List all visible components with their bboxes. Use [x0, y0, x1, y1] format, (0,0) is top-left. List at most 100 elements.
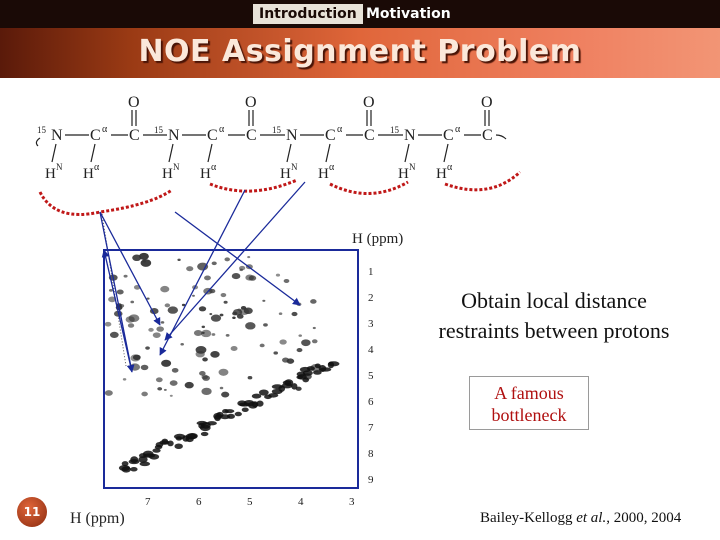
amide-hydrogen: H: [398, 166, 409, 182]
carbonyl-carbon: C: [246, 127, 257, 144]
spectrum-peak: [177, 258, 181, 262]
spectrum-peak: [219, 386, 224, 390]
oxygen-atom: O: [481, 94, 493, 111]
amide-hydrogen-sup: N: [291, 162, 298, 172]
spectrum-peak: [283, 278, 290, 284]
spectrum-peak: [200, 329, 212, 338]
spectrum-peak: [295, 386, 302, 391]
spectrum-peak: [278, 312, 283, 315]
spectrum-peak: [231, 273, 241, 280]
slide-title: NOE Assignment Problem: [138, 34, 582, 69]
spectrum-peak: [298, 334, 302, 337]
right-tick-label: 4: [368, 344, 374, 356]
spectrum-peak: [104, 390, 113, 396]
spectrum-peak: [219, 313, 224, 317]
nav-tab-motivation[interactable]: Motivation: [366, 6, 451, 22]
right-axis-ticks: 1 2 3 4 5 6 7 8 9: [368, 266, 374, 486]
spectrum-peak: [223, 300, 228, 304]
diagonal-peak: [130, 456, 139, 464]
nav-bar: Introduction Motivation: [0, 0, 720, 28]
spectrum-peak: [224, 257, 230, 262]
nav-tab-introduction[interactable]: Introduction: [253, 4, 363, 24]
citation-author: Bailey-Kellogg: [480, 510, 577, 526]
spectrum-peak: [108, 288, 113, 292]
spectrum-peak: [132, 354, 141, 361]
diagonal-peak: [174, 443, 183, 450]
spectrum-peak: [263, 323, 268, 327]
alpha-hydrogen-sup: α: [329, 162, 335, 173]
diagonal-peak: [297, 374, 307, 380]
spectrum-peak: [211, 261, 217, 266]
spectrum-peak: [180, 342, 184, 346]
callout-line-1: Obtain local distance: [461, 288, 647, 313]
spectrum-peak: [157, 387, 163, 391]
bottom-tick-label: 6: [196, 496, 202, 508]
diagonal-peak: [161, 438, 169, 445]
n15-label: 15: [37, 125, 47, 135]
diagonal-peak: [152, 448, 161, 453]
spectrum-peak: [247, 376, 253, 380]
diagonal-peak: [200, 431, 209, 437]
oxygen-atom: O: [128, 94, 140, 111]
title-bar: [0, 28, 720, 78]
noe-arcs: [38, 170, 522, 216]
right-tick-label: 2: [368, 292, 374, 304]
spectrum-peak: [125, 316, 135, 323]
spectrum-peak: [259, 343, 265, 348]
spectrum-peak: [148, 327, 154, 332]
diagonal-peak: [206, 421, 217, 426]
nitrogen-atom: N: [168, 127, 180, 144]
spectrum-peak: [221, 391, 230, 398]
spectrum-peak: [245, 322, 256, 330]
spectrum-peak: [296, 348, 303, 353]
spectrum-peak: [156, 326, 164, 332]
spectrum-peak: [210, 351, 220, 358]
spectrum-peak: [122, 378, 127, 381]
spectrum-peak: [204, 275, 211, 281]
alpha-carbon: C: [90, 127, 101, 144]
spectrum-peak: [230, 346, 238, 352]
assignment-arrow: [99, 211, 135, 373]
right-tick-label: 6: [368, 396, 374, 408]
spectrum-peak: [169, 394, 173, 397]
diagonal-peak: [247, 401, 258, 409]
spectrum-peak: [152, 332, 161, 339]
spectrum-peak: [239, 268, 243, 272]
diagonal-peak: [187, 432, 198, 440]
diagonal-peak: [284, 379, 294, 387]
amide-hydrogen-sup: N: [56, 162, 63, 172]
spectrum-peak: [161, 359, 172, 367]
spectrum-peak: [210, 314, 222, 322]
spectrum-peak: [140, 259, 152, 267]
callout-line-2: restraints between protons: [438, 318, 670, 343]
amide-hydrogen-sup: N: [409, 162, 416, 172]
bottom-tick-label: 5: [247, 496, 253, 508]
spectrum-peak: [169, 380, 178, 386]
nitrogen-atom: N: [404, 127, 416, 144]
spectrum-peak: [192, 294, 195, 297]
alpha-hydrogen-sup: α: [211, 162, 217, 173]
alpha-hydrogen: H: [436, 166, 447, 182]
spectrum-peak: [171, 367, 179, 373]
spectrum-peak: [201, 387, 212, 396]
diagonal-peak: [256, 400, 264, 407]
alpha-carbon: C: [443, 127, 454, 144]
assignment-arrow: [164, 181, 306, 341]
spectrum-peak: [141, 391, 148, 397]
n15-label: 15: [272, 125, 282, 135]
n15-label: 15: [390, 125, 400, 135]
spectrum-peak: [220, 293, 227, 298]
nitrogen-atom: N: [51, 127, 63, 144]
spectrum-peak: [198, 306, 207, 312]
spectrum-peak: [247, 256, 251, 259]
noe-arc: [444, 170, 522, 192]
alpha-label: α: [102, 124, 108, 135]
diagonal-peak: [139, 461, 151, 467]
spectrum-peak: [146, 297, 150, 300]
right-tick-label: 7: [368, 422, 374, 434]
alpha-label: α: [219, 124, 225, 135]
spectrum-peak: [132, 254, 142, 262]
spectrum-peak: [140, 364, 149, 371]
slide-number-badge: 11: [17, 497, 47, 527]
